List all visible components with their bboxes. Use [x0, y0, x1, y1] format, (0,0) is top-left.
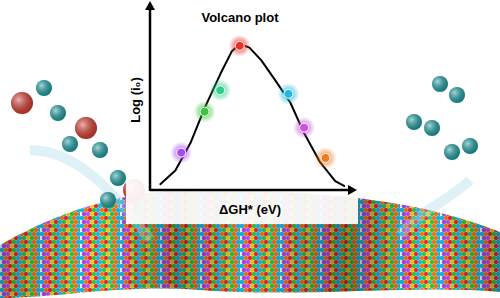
data-point [216, 86, 225, 95]
y-axis-label: Log (i₀) [128, 77, 143, 123]
y-axis-arrow [145, 1, 155, 10]
point-glow [315, 147, 337, 169]
x-axis-arrow [348, 185, 357, 195]
point-glow [229, 35, 251, 57]
molecule-highlight [432, 76, 448, 92]
point-glow [277, 83, 299, 105]
molecule-atom [424, 120, 440, 136]
chart-title: Volcano plot [201, 10, 279, 25]
molecule-highlight [75, 117, 97, 139]
point-glow [194, 101, 216, 123]
plot-marks [160, 35, 345, 187]
flow-wisp [400, 180, 470, 235]
point-glow [209, 79, 231, 101]
data-point [284, 89, 293, 98]
molecule-atom [62, 136, 78, 152]
x-axis [150, 189, 349, 192]
molecule-highlight [62, 136, 78, 152]
x-axis-label: ΔGH* (eV) [219, 202, 281, 217]
molecule-atom [75, 117, 97, 139]
data-point [321, 153, 330, 162]
molecule-highlight [92, 142, 108, 158]
canvas: Volcano plot ΔGH* (eV) Log (i₀) [0, 0, 500, 298]
molecule-highlight [100, 192, 116, 208]
volcano-curve [160, 44, 345, 186]
molecule-atom [462, 138, 478, 154]
molecule-highlight [110, 170, 126, 186]
point-glow [293, 117, 315, 139]
molecule-atom [432, 76, 448, 92]
molecule-highlight [406, 114, 422, 130]
molecule-highlight [50, 105, 66, 121]
molecule-atom [50, 105, 66, 121]
molecule-highlight [449, 87, 465, 103]
data-point [200, 107, 209, 116]
molecule-atom [449, 87, 465, 103]
molecule-atom [92, 142, 108, 158]
y-axis [149, 8, 152, 191]
molecule-highlight [11, 92, 33, 114]
molecule-atom [11, 92, 33, 114]
point-glow [170, 142, 192, 164]
molecule-atom [444, 144, 460, 160]
molecule-atom [100, 192, 116, 208]
data-point [177, 148, 186, 157]
surface-shading [0, 189, 500, 298]
atom-surface [0, 189, 500, 298]
molecule-atom [110, 170, 126, 186]
data-point [235, 41, 244, 50]
inset-background [126, 0, 358, 224]
data-point [300, 123, 309, 132]
molecule-highlight [424, 120, 440, 136]
figure: Volcano plot ΔGH* (eV) Log (i₀) [0, 0, 500, 298]
molecule-highlight [444, 144, 460, 160]
molecule-atom [406, 114, 422, 130]
molecule-atom [36, 80, 52, 96]
molecule-highlight [462, 138, 478, 154]
molecule-highlight [36, 80, 52, 96]
